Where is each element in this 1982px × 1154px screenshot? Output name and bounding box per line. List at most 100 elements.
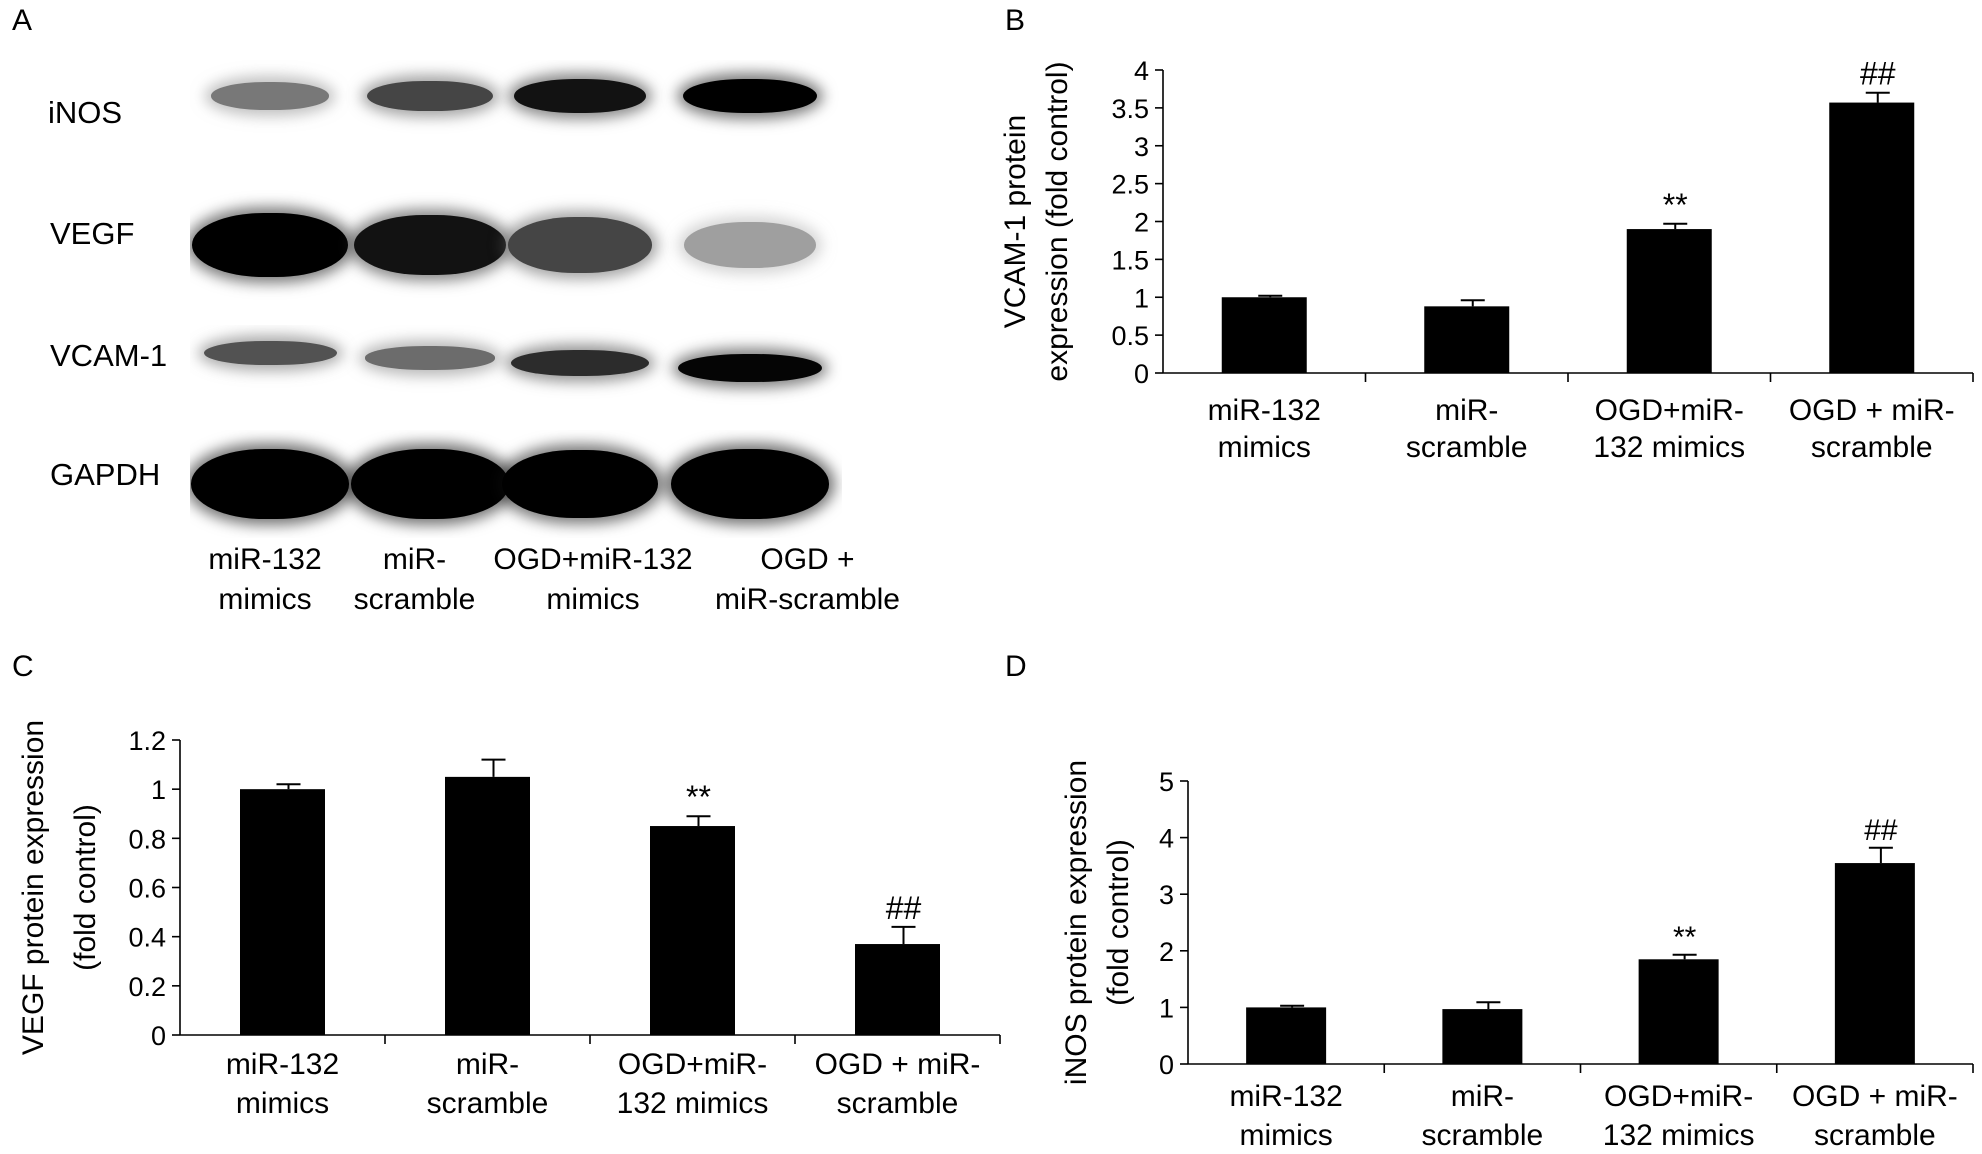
blot-band	[367, 80, 493, 112]
blot-band	[514, 79, 646, 113]
panel-letter-d: D	[1005, 650, 1027, 683]
blot-band	[502, 450, 658, 518]
y-tick-label: 2	[1159, 937, 1174, 967]
category-label: scramble	[1406, 431, 1528, 464]
blot-band	[682, 78, 818, 114]
lane-label-1: miR-132 mimics	[208, 543, 322, 616]
blot-band	[203, 340, 337, 366]
panel-letter-b: B	[1005, 4, 1026, 37]
blot-label-gapdh: GAPDH	[50, 457, 161, 492]
bar	[855, 944, 940, 1035]
blot-strip-inos	[190, 60, 842, 168]
category-label: scramble	[1422, 1119, 1544, 1152]
blot-label-vegf: VEGF	[50, 216, 135, 251]
category-label: OGD + miR-	[1789, 394, 1955, 427]
bar	[445, 776, 530, 1035]
category-label: scramble	[1811, 431, 1933, 464]
category-label: 132 mimics	[617, 1087, 769, 1120]
y-axis-label: (fold control)	[1102, 839, 1135, 1006]
y-axis-label: expression (fold control)	[1041, 61, 1074, 381]
bar	[1638, 959, 1719, 1064]
y-tick-label: 0	[151, 1021, 166, 1051]
y-tick-label: 3.5	[1111, 94, 1149, 124]
category-label: 132 mimics	[1593, 431, 1745, 464]
lane-label-4: OGD + miR-scramble	[714, 543, 900, 616]
blot-band	[510, 349, 650, 377]
bar	[1834, 863, 1915, 1064]
category-label: OGD+miR-	[618, 1048, 767, 1081]
y-axis-label: (fold control)	[69, 804, 102, 971]
y-axis-label: VCAM-1 protein	[999, 115, 1032, 328]
panel-letter-a: A	[12, 4, 33, 37]
y-tick-label: 4	[1134, 56, 1149, 86]
y-tick-label: 2.5	[1111, 170, 1149, 200]
bar	[1221, 297, 1307, 373]
significance-marker: **	[1663, 187, 1688, 223]
bar	[1442, 1009, 1523, 1064]
y-tick-label: 1	[151, 775, 166, 805]
y-tick-label: 5	[1159, 767, 1174, 797]
category-label: miR-	[456, 1048, 519, 1081]
blot-label-inos: iNOS	[48, 95, 123, 130]
y-tick-label: 0	[1134, 359, 1149, 389]
category-label: miR-132	[1229, 1080, 1342, 1113]
y-tick-label: 0.8	[128, 824, 166, 854]
blot-label-vcam1: VCAM-1	[50, 338, 168, 373]
bar	[240, 789, 325, 1035]
significance-marker: ##	[886, 890, 922, 926]
y-tick-label: 0	[1159, 1050, 1174, 1080]
blot-band	[351, 449, 509, 519]
lane-label-3: OGD+miR-132 mimics	[493, 543, 693, 616]
bar	[1829, 102, 1915, 373]
category-label: 132 mimics	[1603, 1119, 1755, 1152]
y-tick-label: 3	[1134, 132, 1149, 162]
blot-band	[507, 217, 653, 273]
y-tick-label: 0.5	[1111, 321, 1149, 351]
significance-marker: **	[686, 779, 711, 815]
y-axis-label: iNOS protein expression	[1060, 760, 1093, 1085]
category-label: mimics	[236, 1087, 329, 1120]
panel-letter-c: C	[12, 650, 34, 683]
y-tick-label: 0.2	[128, 972, 166, 1002]
blot-band	[671, 449, 829, 519]
significance-marker: ##	[1860, 56, 1896, 92]
category-label: scramble	[837, 1087, 959, 1120]
category-label: scramble	[1814, 1119, 1936, 1152]
y-tick-label: 1	[1134, 283, 1149, 313]
blot-band	[210, 82, 330, 110]
y-tick-label: 1.5	[1111, 245, 1149, 275]
category-label: OGD+miR-	[1595, 394, 1744, 427]
y-axis-label: VEGF protein expression	[17, 720, 50, 1055]
significance-marker: ##	[1864, 814, 1898, 847]
bar	[1424, 306, 1510, 373]
y-tick-label: 4	[1159, 824, 1174, 854]
y-tick-label: 1	[1159, 993, 1174, 1023]
bar	[1626, 229, 1712, 373]
y-tick-label: 3	[1159, 880, 1174, 910]
y-tick-label: 2	[1134, 208, 1149, 238]
bar	[650, 826, 735, 1035]
category-label: miR-132	[1208, 394, 1321, 427]
category-label: miR-132	[226, 1048, 339, 1081]
blot-band	[365, 346, 495, 370]
y-tick-label: 0.6	[128, 874, 166, 904]
y-tick-label: 1.2	[128, 726, 166, 756]
category-label: OGD+miR-	[1604, 1080, 1753, 1113]
significance-marker: **	[1673, 921, 1697, 954]
blot-strip-vegf	[190, 190, 842, 305]
category-label: scramble	[427, 1087, 549, 1120]
blot-band	[678, 353, 822, 383]
category-label: miR-	[1451, 1080, 1514, 1113]
blot-band	[191, 449, 349, 519]
category-label: miR-	[1435, 394, 1498, 427]
blot-band	[354, 214, 506, 276]
blot-strip-gapdh	[190, 430, 842, 538]
bar	[1246, 1007, 1327, 1064]
blot-band	[684, 222, 816, 268]
lane-label-2: miR-scramble	[353, 543, 476, 616]
category-label: OGD + miR-	[815, 1048, 981, 1081]
y-tick-label: 0.4	[128, 923, 166, 953]
